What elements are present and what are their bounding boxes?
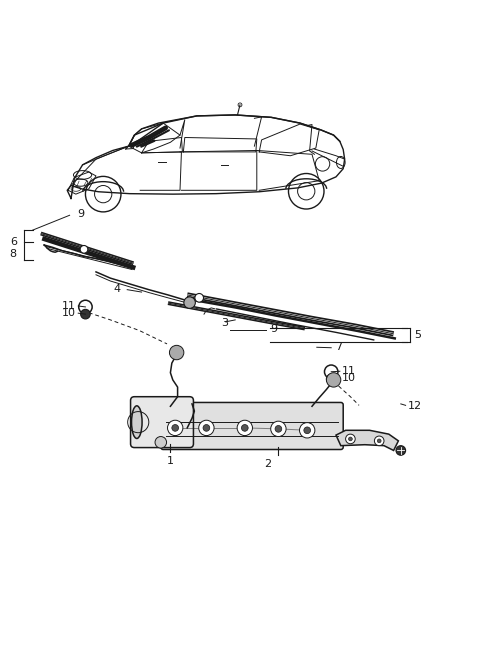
Circle shape	[199, 420, 214, 436]
Text: 9: 9	[270, 324, 277, 335]
Text: 3: 3	[221, 318, 228, 328]
Circle shape	[374, 436, 384, 445]
Circle shape	[348, 437, 352, 441]
Circle shape	[195, 293, 204, 302]
Text: 8: 8	[10, 248, 17, 259]
Circle shape	[80, 246, 88, 253]
Circle shape	[155, 436, 167, 448]
Circle shape	[184, 297, 195, 308]
FancyBboxPatch shape	[131, 397, 193, 447]
Circle shape	[241, 424, 248, 431]
Text: 4: 4	[114, 284, 121, 294]
Circle shape	[275, 426, 282, 432]
Circle shape	[304, 427, 311, 434]
Text: 10: 10	[342, 374, 356, 384]
Circle shape	[203, 424, 210, 431]
Text: 6: 6	[10, 237, 17, 246]
Text: 1: 1	[167, 456, 174, 466]
Text: 5: 5	[414, 330, 421, 340]
Text: 9: 9	[77, 210, 84, 219]
Circle shape	[237, 420, 252, 436]
Circle shape	[271, 421, 286, 436]
Text: 11: 11	[342, 366, 356, 376]
Text: 10: 10	[62, 308, 76, 318]
Circle shape	[168, 420, 183, 436]
Text: 12: 12	[408, 401, 422, 411]
Circle shape	[326, 373, 341, 387]
Circle shape	[300, 422, 315, 438]
Ellipse shape	[132, 406, 142, 438]
Text: 11: 11	[62, 301, 76, 311]
FancyBboxPatch shape	[161, 403, 343, 449]
Circle shape	[346, 434, 355, 444]
Text: 2: 2	[264, 459, 271, 469]
Circle shape	[172, 424, 179, 431]
Text: 7: 7	[335, 342, 342, 353]
Polygon shape	[336, 430, 398, 451]
Circle shape	[326, 374, 336, 384]
Circle shape	[377, 439, 381, 443]
Circle shape	[81, 309, 90, 319]
Circle shape	[169, 345, 184, 360]
Circle shape	[396, 445, 406, 455]
